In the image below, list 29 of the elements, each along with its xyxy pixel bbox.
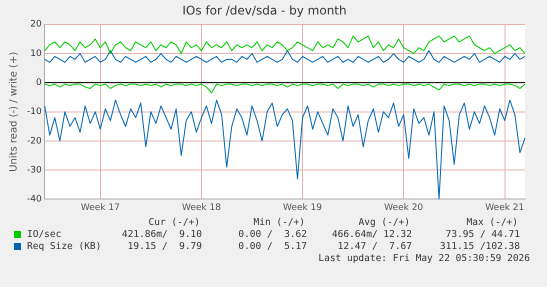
- x-tick-label: Week 20: [384, 202, 424, 213]
- y-axis-title: Units read (-) / write (+): [8, 52, 20, 172]
- y-tick-label: -10: [26, 107, 42, 118]
- text: Cur (-/+): [148, 217, 200, 228]
- chart-title: IOs for /dev/sda - by month: [182, 3, 347, 18]
- legend-label: IO/sec: [27, 229, 62, 240]
- text: Min (-/+): [254, 217, 305, 228]
- y-tick-label: 0: [36, 78, 42, 88]
- y-tick-label: -30: [26, 165, 42, 176]
- text: Last update: Fri May 22 05:30:59 2026: [318, 253, 530, 264]
- text: 0.00 / 3.62: [238, 229, 307, 240]
- text: 466.64m/ 12.32: [332, 229, 412, 240]
- x-tick-label: Week 21: [485, 202, 524, 213]
- text: Max (-/+): [466, 217, 518, 228]
- y-tick-label: 20: [30, 20, 42, 30]
- legend-label: Req Size (KB): [27, 241, 102, 252]
- x-tick-label: Week 17: [80, 202, 120, 213]
- text: 0.00 / 5.17: [238, 241, 307, 252]
- text: Avg (-/+): [358, 217, 410, 228]
- text: 19.15 / 9.79: [128, 241, 202, 252]
- text: 73.95 / 44.71: [446, 229, 520, 240]
- x-tick-label: Week 18: [182, 202, 222, 213]
- y-tick-label: -20: [26, 136, 42, 146]
- y-tick-label: 10: [30, 48, 42, 59]
- y-tick-label: -40: [26, 194, 42, 205]
- text: 421.86m/ 9.10: [122, 229, 202, 240]
- text: 12.47 / 7.67: [338, 241, 412, 252]
- text: 311.15 /102.38: [440, 241, 520, 252]
- x-tick-label: Week 19: [283, 202, 322, 213]
